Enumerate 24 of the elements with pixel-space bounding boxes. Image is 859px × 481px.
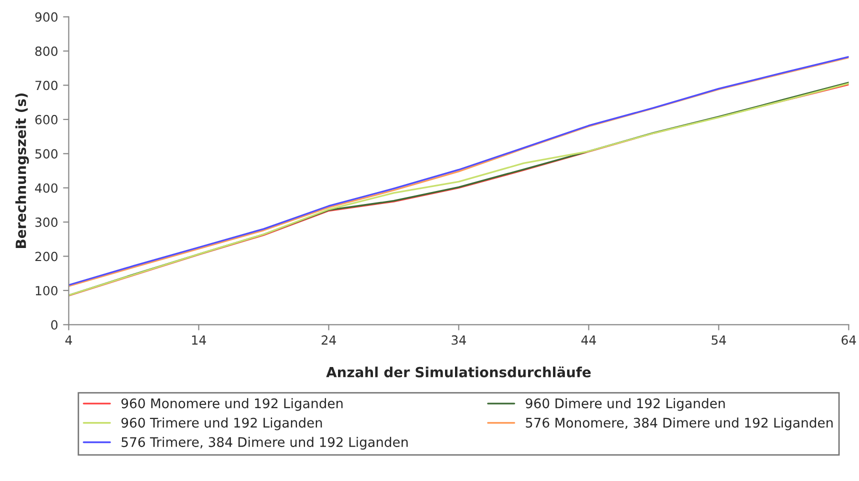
y-tick-label: 500 bbox=[35, 149, 58, 159]
y-tick-label: 100 bbox=[36, 286, 58, 296]
x-tick-label: 54 bbox=[712, 335, 726, 345]
legend-label: 960 Trimere und 192 Liganden bbox=[121, 417, 322, 430]
legend-label: 576 Trimere, 384 Dimere und 192 Liganden bbox=[122, 436, 408, 450]
y-tick-label: 600 bbox=[35, 114, 58, 124]
legend-label: 960 Dimere und 192 Liganden bbox=[526, 398, 725, 411]
x-tick-label: 14 bbox=[192, 335, 206, 345]
y-tick-label: 0 bbox=[51, 320, 58, 330]
legend-label: 576 Monomere, 384 Dimere und 192 Liganden bbox=[526, 417, 833, 430]
y-axis-title: Berechnungszeit (s) bbox=[15, 93, 29, 248]
y-tick-label: 300 bbox=[35, 218, 58, 227]
x-tick-label: 34 bbox=[452, 335, 466, 345]
x-tick-label: 4 bbox=[65, 335, 72, 345]
x-tick-label: 44 bbox=[581, 335, 596, 345]
y-tick-label: 700 bbox=[35, 80, 58, 90]
x-axis-title: Anzahl der Simulationsdurchläufe bbox=[326, 366, 591, 378]
y-tick-label: 900 bbox=[35, 12, 58, 22]
y-tick-label: 200 bbox=[35, 252, 58, 262]
y-tick-label: 400 bbox=[35, 183, 58, 193]
y-tick-label: 800 bbox=[35, 46, 58, 56]
x-tick-label: 24 bbox=[322, 335, 336, 345]
x-tick-label: 64 bbox=[842, 335, 856, 345]
legend-label: 960 Monomere und 192 Liganden bbox=[121, 398, 343, 411]
